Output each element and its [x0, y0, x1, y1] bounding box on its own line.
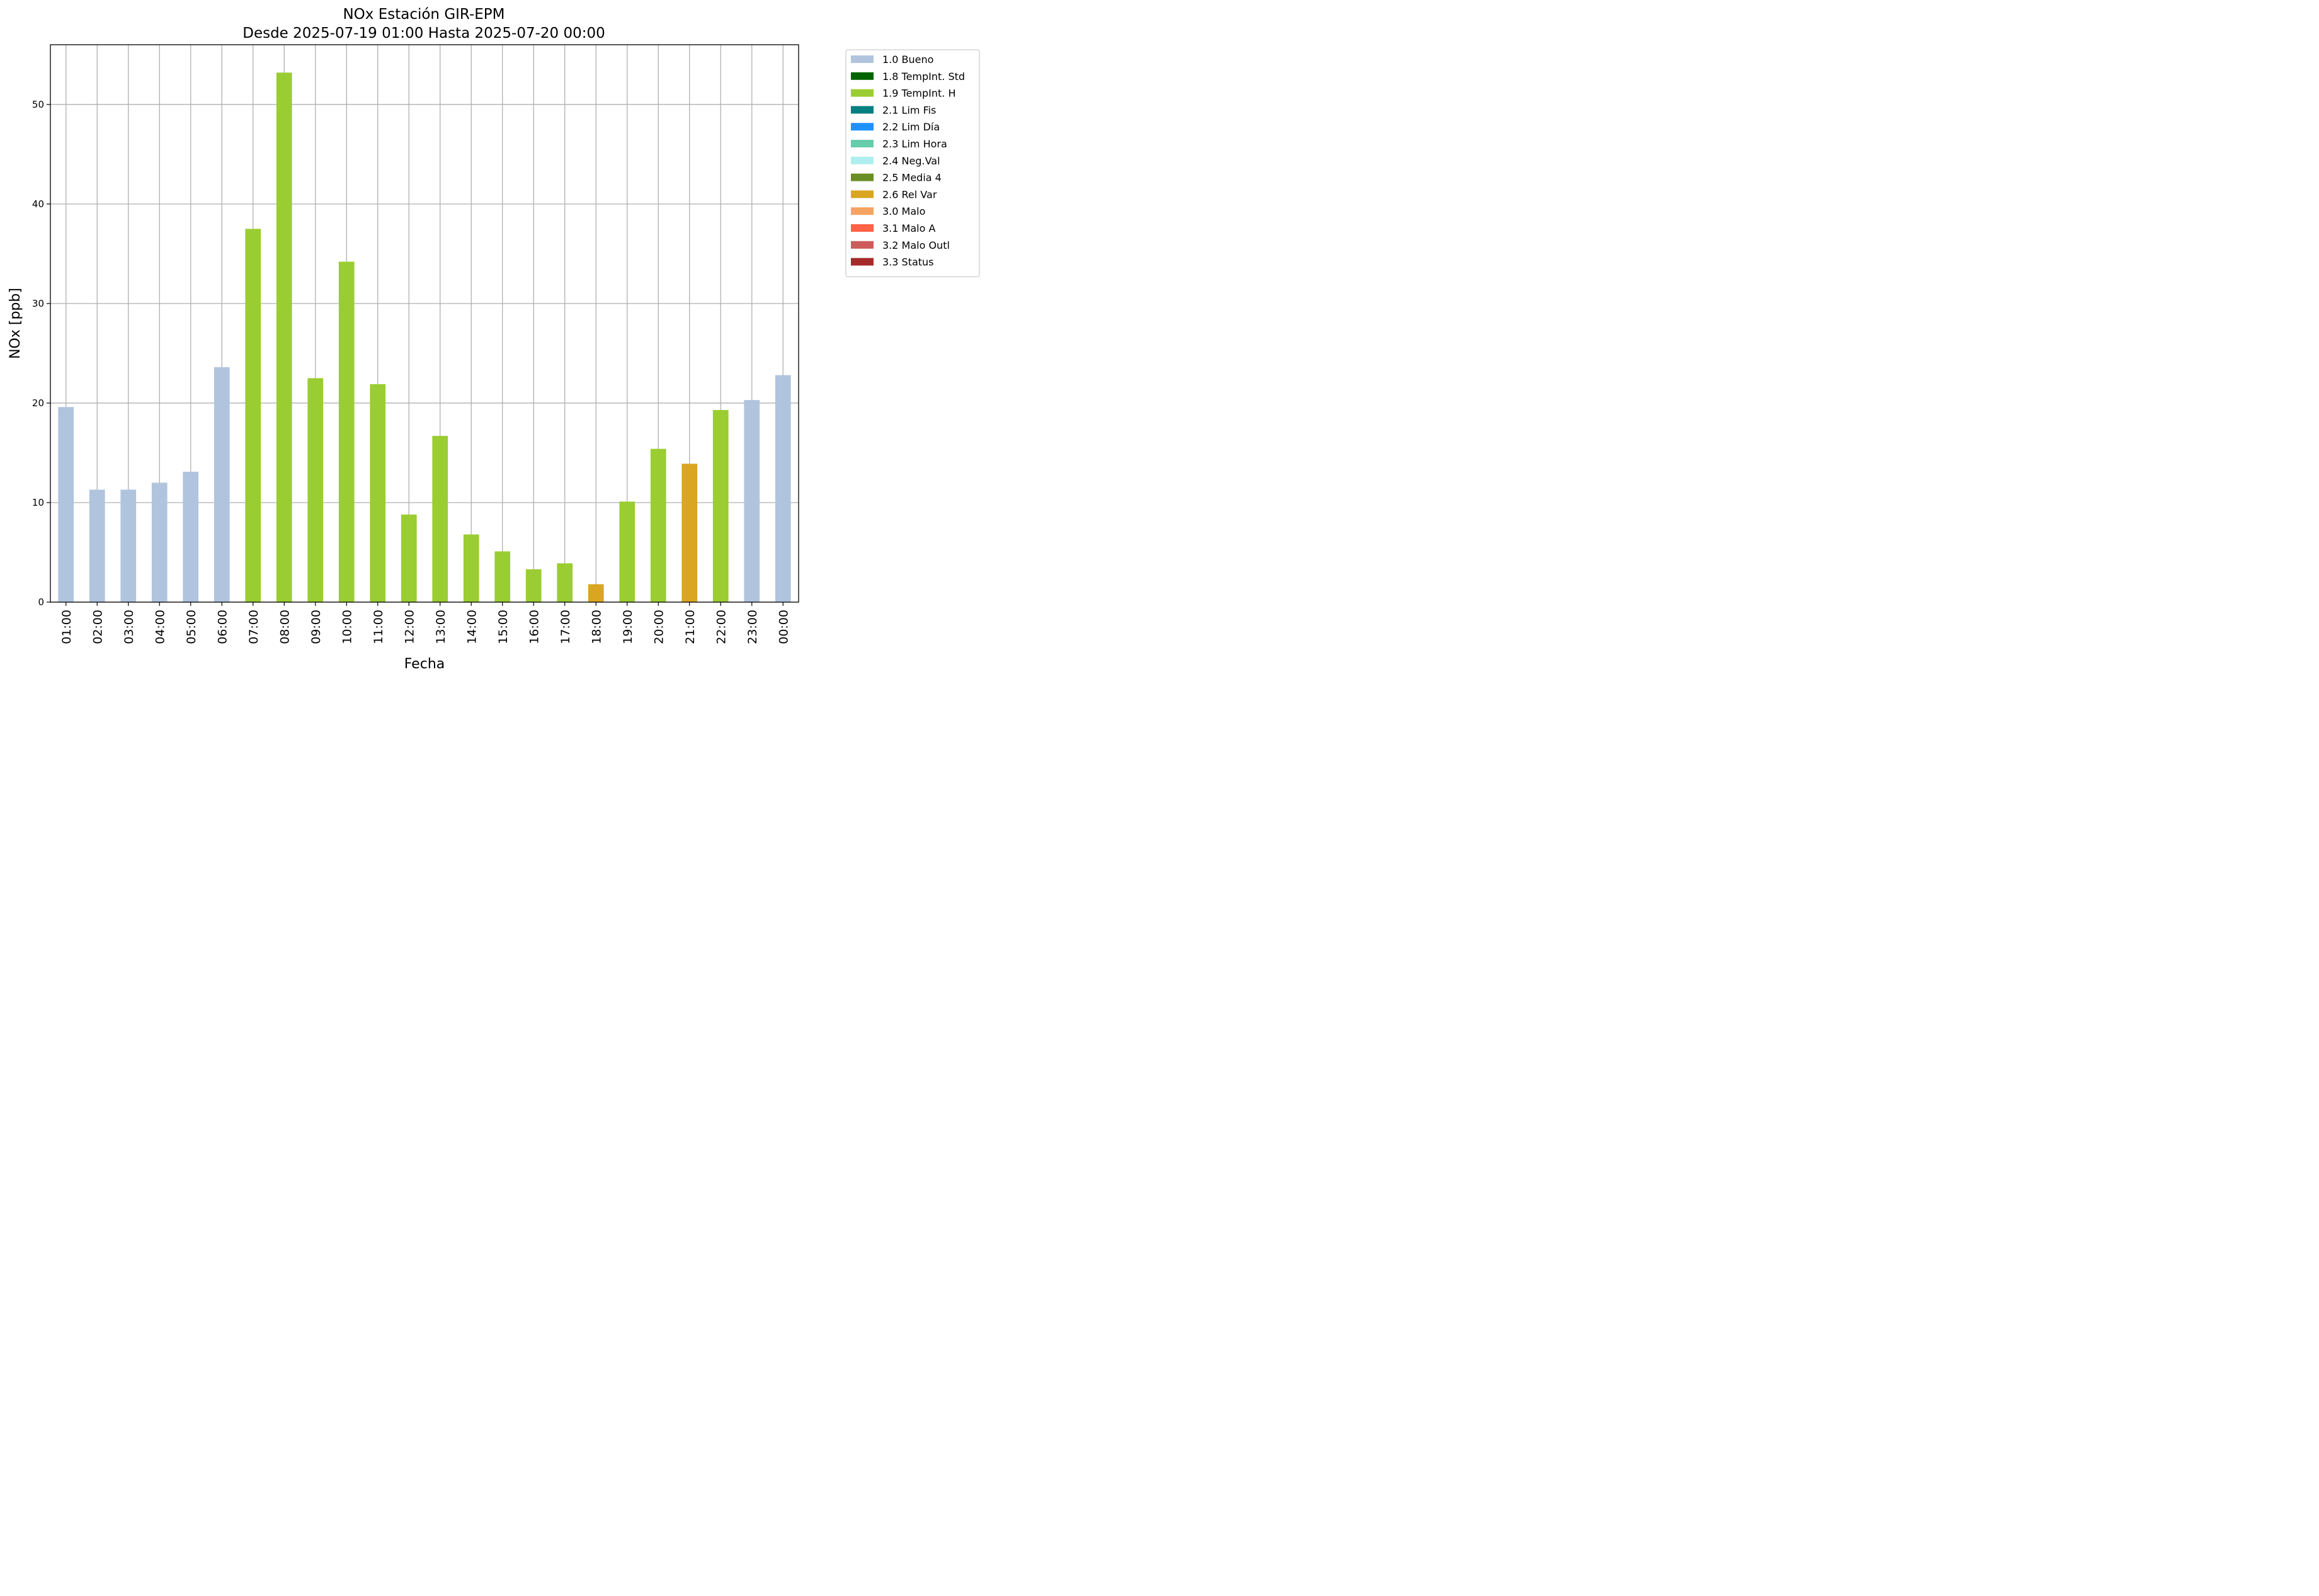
- legend-label: 2.2 Lim Día: [882, 121, 940, 133]
- chart-subtitle: Desde 2025-07-19 01:00 Hasta 2025-07-20 …: [242, 25, 605, 42]
- x-tick-label: 04:00: [153, 610, 167, 644]
- bar-2000: [650, 448, 666, 602]
- x-tick-label: 02:00: [91, 610, 105, 644]
- x-tick-label: 15:00: [496, 610, 510, 644]
- legend-swatch: [851, 123, 874, 131]
- y-tick-label: 30: [32, 298, 44, 309]
- legend-label: 2.5 Media 4: [882, 172, 942, 184]
- bar-0700: [245, 229, 261, 602]
- chart-figure: NOx Estación GIR-EPM Desde 2025-07-19 01…: [0, 0, 985, 677]
- legend-box: [845, 49, 980, 277]
- bar-0400: [151, 482, 168, 602]
- legend-swatch: [851, 241, 874, 249]
- x-tick-label: 08:00: [278, 610, 292, 644]
- x-tick-label: 21:00: [683, 610, 697, 644]
- legend-swatch: [851, 224, 874, 232]
- legend-label: 1.8 TempInt. Std: [882, 71, 965, 83]
- x-tick-label: 18:00: [590, 610, 603, 644]
- y-tick-label: 20: [32, 397, 44, 409]
- legend-swatch: [851, 55, 874, 63]
- bar-0100: [58, 407, 74, 602]
- x-tick-label: 01:00: [60, 610, 74, 644]
- y-axis-label: NOx [ppb]: [8, 288, 23, 359]
- bar-2300: [744, 400, 760, 602]
- y-tick-label: 40: [32, 198, 44, 210]
- x-tick-label: 05:00: [185, 610, 198, 644]
- bar-1500: [494, 551, 511, 602]
- legend-swatch: [851, 207, 874, 215]
- bars: [58, 72, 791, 603]
- x-tick-label: 07:00: [247, 610, 261, 644]
- legend-swatch: [851, 173, 874, 181]
- legend-label: 2.6 Rel Var: [882, 188, 937, 200]
- bar-0900: [307, 378, 324, 602]
- bar-1900: [619, 501, 635, 602]
- legend-label: 2.4 Neg.Val: [882, 155, 940, 167]
- bar-1100: [370, 384, 386, 602]
- x-tick-label: 06:00: [215, 610, 229, 644]
- bar-0300: [120, 489, 137, 602]
- bar-1200: [401, 514, 417, 602]
- chart-title: NOx Estación GIR-EPM: [343, 6, 504, 23]
- legend-swatch: [851, 140, 874, 147]
- x-tick-label: 11:00: [372, 610, 385, 644]
- bar-0800: [276, 72, 292, 602]
- y-axis-ticks: 0 10 20 30 40 50: [32, 99, 50, 608]
- bar-0000: [775, 375, 791, 602]
- legend-swatch: [851, 190, 874, 198]
- x-tick-label: 10:00: [340, 610, 354, 644]
- y-tick-label: 50: [32, 99, 44, 110]
- x-tick-label: 12:00: [402, 610, 416, 644]
- x-tick-label: 14:00: [465, 610, 479, 644]
- bar-1400: [463, 534, 479, 602]
- legend-label: 3.3 Status: [882, 256, 934, 268]
- legend-label: 2.1 Lim Fis: [882, 104, 936, 116]
- legend-swatch: [851, 156, 874, 164]
- legend-swatch: [851, 106, 874, 114]
- x-tick-label: 09:00: [309, 610, 323, 644]
- bar-1800: [588, 584, 604, 602]
- bar-0200: [89, 489, 105, 602]
- x-tick-label: 16:00: [527, 610, 541, 644]
- legend-label: 2.3 Lim Hora: [882, 138, 947, 150]
- y-tick-label: 0: [38, 596, 44, 608]
- x-tick-label: 17:00: [559, 610, 573, 644]
- y-tick-label: 10: [32, 497, 44, 508]
- legend-label: 1.0 Bueno: [882, 54, 933, 66]
- bar-2100: [681, 464, 698, 602]
- nox-bar-chart: NOx Estación GIR-EPM Desde 2025-07-19 01…: [8, 6, 980, 672]
- legend-label: 3.1 Malo A: [882, 222, 935, 234]
- x-axis-ticks: 01:00 02:00 03:00 04:00 05:00 06:00 07:00 08:00…: [60, 602, 790, 644]
- legend-label: 1.9 TempInt. H: [882, 88, 956, 100]
- x-axis-label: Fecha: [404, 656, 445, 672]
- bar-2200: [712, 409, 729, 602]
- legend-swatch: [851, 89, 874, 97]
- bar-1300: [432, 436, 448, 602]
- x-tick-label: 13:00: [434, 610, 448, 644]
- legend-label: 3.2 Malo Outl: [882, 239, 950, 251]
- bar-0600: [214, 367, 230, 602]
- bar-0500: [183, 471, 199, 602]
- bar-1000: [338, 261, 355, 603]
- legend: 1.0 Bueno 1.8 TempInt. Std 1.9 TempInt. H 2…: [845, 49, 980, 277]
- legend-swatch: [851, 258, 874, 266]
- x-tick-label: 03:00: [122, 610, 136, 644]
- legend-label: 3.0 Malo: [882, 205, 925, 217]
- x-tick-label: 00:00: [777, 610, 790, 644]
- legend-swatch: [851, 72, 874, 80]
- x-tick-label: 22:00: [714, 610, 728, 644]
- x-tick-label: 19:00: [621, 610, 635, 644]
- plot-frame: [50, 44, 799, 603]
- x-tick-label: 20:00: [652, 610, 666, 644]
- bar-1600: [525, 569, 542, 602]
- x-tick-label: 23:00: [746, 610, 760, 644]
- bar-1700: [557, 563, 573, 602]
